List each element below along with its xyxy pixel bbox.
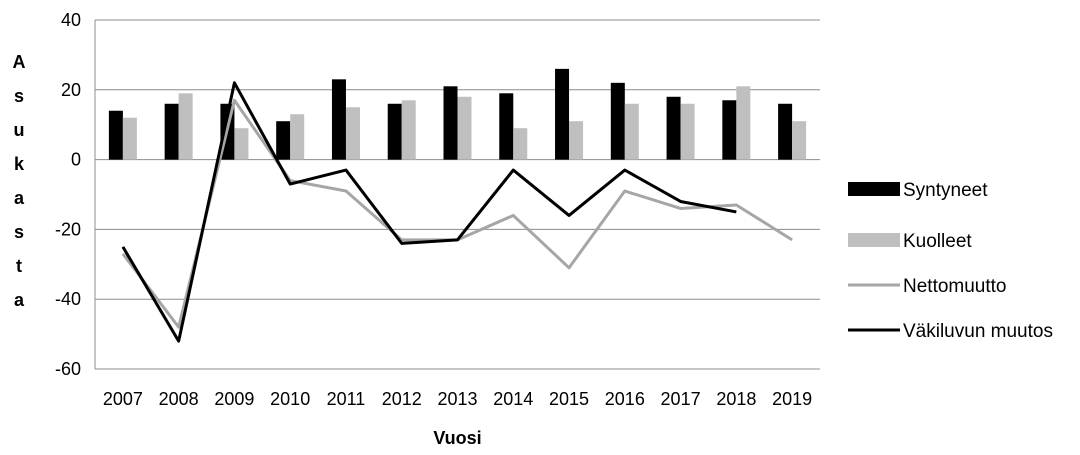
bar-syntyneet bbox=[666, 96, 681, 160]
legend-label-kuolleet: Kuolleet bbox=[903, 231, 972, 252]
legend-swatch-syntyneet bbox=[848, 182, 900, 196]
x-tick-label: 2017 bbox=[661, 389, 701, 409]
x-tick-label: 2014 bbox=[493, 389, 533, 409]
x-tick-label: 2011 bbox=[327, 389, 366, 409]
y-tick-label: -40 bbox=[55, 289, 81, 309]
y-tick-label: 40 bbox=[61, 10, 81, 30]
x-tick-label: 2019 bbox=[772, 389, 812, 409]
bar-syntyneet bbox=[331, 79, 346, 160]
bar-kuolleet bbox=[401, 100, 416, 160]
bar-kuolleet bbox=[513, 128, 528, 160]
y-tick-label: -60 bbox=[55, 359, 81, 379]
bar-syntyneet bbox=[443, 86, 458, 160]
bar-syntyneet bbox=[164, 103, 179, 160]
legend-label-nettomuutto: Nettomuutto bbox=[903, 276, 1007, 297]
bar-kuolleet bbox=[569, 121, 584, 160]
y-tick-label: 20 bbox=[61, 80, 81, 100]
legend: Syntyneet Kuolleet Nettomuutto Väkiluvun mu… bbox=[848, 180, 1053, 342]
bars bbox=[108, 68, 807, 160]
lines bbox=[121, 81, 793, 343]
bar-kuolleet bbox=[736, 86, 751, 160]
bar-kuolleet bbox=[680, 103, 695, 160]
x-tick-label: 2016 bbox=[605, 389, 645, 409]
y-axis-title-letter: a bbox=[14, 290, 25, 310]
bar-syntyneet bbox=[722, 100, 737, 160]
y-axis-title-letter: a bbox=[14, 188, 25, 208]
x-tick-label: 2013 bbox=[437, 389, 477, 409]
x-tick-label: 2009 bbox=[214, 389, 254, 409]
x-axis-title: Vuosi bbox=[433, 428, 481, 448]
bar-syntyneet bbox=[108, 110, 123, 160]
x-tick-label: 2008 bbox=[159, 389, 199, 409]
y-axis-title-letter: s bbox=[14, 86, 24, 106]
x-tick-labels: 2007 2008 2009 2010 2011 2012 2013 2014 2015 2016… bbox=[103, 389, 812, 409]
bar-kuolleet bbox=[792, 121, 807, 160]
y-axis-title-letter: A bbox=[13, 52, 26, 72]
y-axis-title-letter: s bbox=[14, 222, 24, 242]
bar-kuolleet bbox=[178, 93, 193, 160]
bar-kuolleet bbox=[122, 117, 137, 160]
bar-kuolleet bbox=[624, 103, 639, 160]
bar-kuolleet bbox=[457, 96, 472, 160]
x-tick-label: 2018 bbox=[716, 389, 756, 409]
x-tick-label: 2010 bbox=[270, 389, 310, 409]
bar-syntyneet bbox=[499, 93, 514, 160]
legend-label-syntyneet: Syntyneet bbox=[903, 180, 988, 201]
bar-kuolleet bbox=[290, 114, 305, 160]
y-tick-label: 0 bbox=[71, 150, 81, 170]
legend-swatch-kuolleet bbox=[848, 233, 900, 247]
y-tick-labels: -60 -40 -20 0 20 40 bbox=[55, 10, 81, 379]
bar-syntyneet bbox=[387, 103, 402, 160]
bar-syntyneet bbox=[276, 121, 291, 160]
y-axis-title-letter: k bbox=[14, 154, 25, 174]
bar-kuolleet bbox=[345, 107, 360, 160]
x-tick-label: 2007 bbox=[103, 389, 143, 409]
x-tick-label: 2015 bbox=[549, 389, 589, 409]
bar-syntyneet bbox=[778, 103, 793, 160]
y-axis-title-letter: t bbox=[16, 256, 22, 276]
y-axis-title-letter: u bbox=[14, 120, 25, 140]
legend-label-väkiluvun-muutos: Väkiluvun muutos bbox=[903, 321, 1053, 342]
bar-kuolleet bbox=[234, 128, 249, 160]
y-tick-label: -20 bbox=[55, 219, 81, 239]
x-tick-label: 2012 bbox=[382, 389, 422, 409]
gridlines bbox=[94, 19, 820, 370]
bar-syntyneet bbox=[555, 68, 570, 160]
bar-syntyneet bbox=[610, 82, 625, 160]
line-väkiluvun-muutos bbox=[121, 81, 737, 343]
